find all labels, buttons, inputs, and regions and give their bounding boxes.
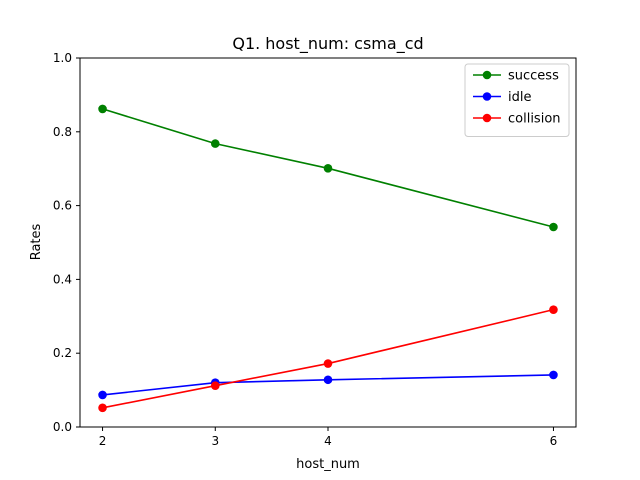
legend: success idle collision xyxy=(464,63,570,137)
legend-marker-collision xyxy=(482,113,492,123)
data-point-collision xyxy=(549,305,558,314)
legend-marker-success xyxy=(482,70,492,80)
y-tick-label: 1.0 xyxy=(53,51,72,65)
y-tick-label: 0.8 xyxy=(53,125,72,139)
x-tick-label: 4 xyxy=(324,434,332,448)
data-point-collision xyxy=(210,381,220,390)
data-point-idle xyxy=(323,375,333,385)
data-point-success xyxy=(323,164,333,173)
series-line-collision xyxy=(102,308,554,409)
y-tick-label: 0.2 xyxy=(53,346,72,360)
legend-label-collision: collision xyxy=(508,112,561,127)
series-line-success xyxy=(102,108,554,228)
y-tick-label: 0.0 xyxy=(53,420,72,434)
x-axis-label: host_num xyxy=(296,457,360,472)
x-tick-label: 2 xyxy=(99,434,107,448)
data-point-collision xyxy=(98,403,107,413)
data-point-success xyxy=(549,222,558,232)
legend-label-idle: idle xyxy=(508,90,531,105)
legend-marker-idle xyxy=(482,92,492,101)
y-axis-label: Rates xyxy=(29,223,44,260)
y-tick-label: 0.4 xyxy=(53,272,72,286)
data-point-collision xyxy=(323,359,333,368)
y-axis-ticks: 0.0 0.2 0.4 0.6 0.8 1.0 xyxy=(53,51,80,434)
x-tick-label: 3 xyxy=(211,434,219,448)
x-axis-ticks: 2 3 4 6 xyxy=(99,427,558,448)
series-line-idle xyxy=(102,374,554,396)
chart-title: Q1. host_num: csma_cd xyxy=(232,34,423,54)
x-tick-label: 6 xyxy=(550,434,558,448)
plot-area xyxy=(98,104,558,413)
data-point-success xyxy=(210,139,220,148)
data-point-success xyxy=(98,104,107,114)
y-tick-label: 0.6 xyxy=(53,199,72,213)
data-point-idle xyxy=(98,390,107,400)
data-point-idle xyxy=(549,370,558,380)
legend-label-success: success xyxy=(508,69,559,84)
